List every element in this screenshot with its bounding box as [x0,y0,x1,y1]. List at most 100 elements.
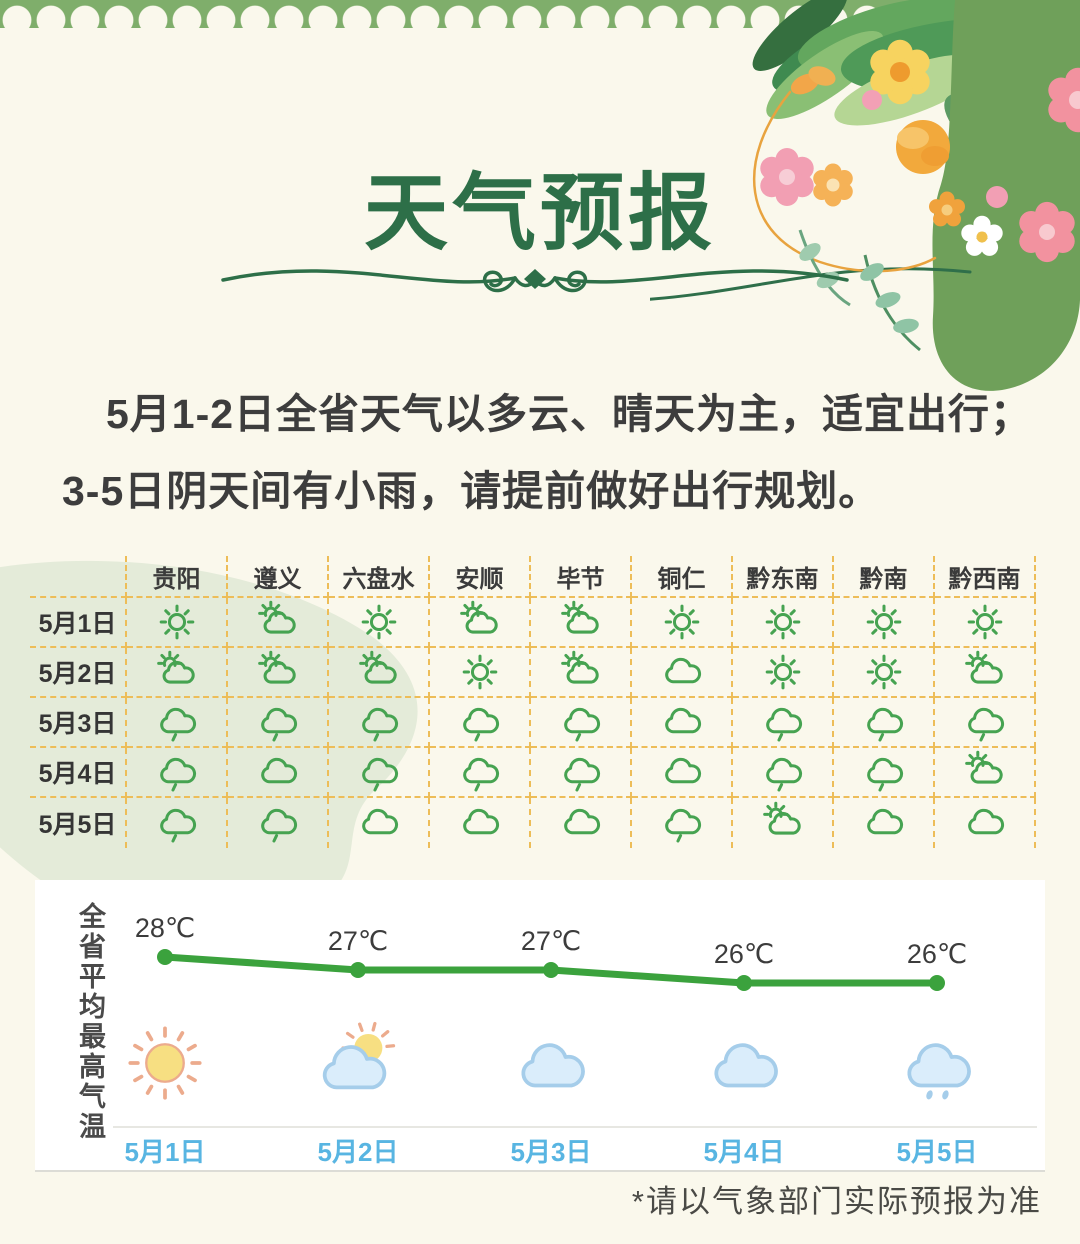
temperature-line-chart [157,949,945,991]
weather-cell-partly [935,648,1036,698]
city-header: 六盘水 [329,556,430,598]
title-flourish [221,269,849,293]
daily-weather-icon [313,1018,403,1108]
data-point [929,975,945,991]
date-row-label: 5月1日 [30,598,127,648]
weather-cell-cloudy [935,798,1036,848]
sunny-icon [462,654,497,690]
bouquet-illustration [650,0,1080,391]
data-point [157,949,173,965]
sunny-icon [664,604,699,640]
flowers [760,39,1080,263]
cloudy-icon [967,808,1004,835]
cloudy-large-icon [521,1043,585,1088]
temperature-chart-card: 全省平均最高气温 28℃ 5月1日 27℃ 5月2日 27℃ 5月3日 26℃ 5月4日 26℃… [35,880,1045,1172]
cloudy-icon [361,808,398,835]
date-row-label: 5月5日 [30,798,127,848]
city-header: 黔南 [834,556,935,598]
partly-large-icon [322,1021,396,1090]
weather-cell-sunny [935,598,1036,648]
weather-cell-rain [430,748,531,798]
rain-icon [866,757,903,792]
daily-weather-icon [892,1018,982,1108]
weather-cell-rain [127,798,228,848]
cloudy-icon [260,757,297,784]
partly-icon [964,750,1003,784]
partly-icon [964,650,1003,684]
weather-cell-cloudy [329,798,430,848]
chart-y-axis-label: 全省平均最高气温 [75,902,105,1142]
rain-icon [664,808,701,843]
data-point [350,962,366,978]
weather-cell-sunny [127,598,228,648]
weather-cell-sunny [834,598,935,648]
background-blob-decoration [0,560,418,900]
cloudy-icon [563,808,600,835]
cloudy-icon [462,808,499,835]
chart-date-label: 5月1日 [124,1137,206,1167]
data-point [543,962,559,978]
weather-cell-rain [329,698,430,748]
city-header: 毕节 [531,556,632,598]
date-row-label: 5月4日 [30,748,127,798]
partly-icon [257,600,296,634]
weather-cell-partly [531,648,632,698]
chart-date-label: 5月3日 [510,1137,592,1167]
weather-cell-rain [834,698,935,748]
chart-separator-line [113,1126,1037,1128]
rain-icon [260,707,297,742]
rain-icon [159,808,196,843]
rain-icon [462,707,499,742]
cloudy-large-icon [714,1043,778,1088]
chart-date-label: 5月2日 [317,1137,399,1167]
forecast-table: 贵阳 遵义 六盘水 安顺 毕节 铜仁 黔东南 黔南 黔西南 5月1日 5月2日 5月3日 5月4日 5月5… [30,556,1036,848]
sunny-icon [159,604,194,640]
weather-cell-rain [935,698,1036,748]
city-header: 遵义 [228,556,329,598]
rain-icon [260,808,297,843]
rain-icon [159,757,196,792]
rain-icon [159,707,196,742]
weather-cell-rain [127,748,228,798]
weather-cell-cloudy [632,698,733,748]
vine-curve [650,267,972,301]
weather-cell-cloudy [834,798,935,848]
weather-cell-rain [329,748,430,798]
weather-cell-partly [228,598,329,648]
temperature-label: 27℃ [520,926,582,956]
weather-cell-rain [228,798,329,848]
cloudy-icon [664,657,701,684]
city-header: 铜仁 [632,556,733,598]
weather-cell-rain [430,698,531,748]
rain-icon [462,757,499,792]
rain-large-icon [907,1043,971,1100]
daily-weather-icon [506,1018,596,1108]
weather-cell-rain [632,798,733,848]
intro-line-2: 3-5日阴天间有小雨，请提前做好出行规划。 [62,468,881,514]
city-header: 贵阳 [127,556,228,598]
partly-icon [459,600,498,634]
intro-line-1: 5月1-2日全省天气以多云、晴天为主，适宜出行； [106,391,1033,437]
weather-cell-cloudy [632,748,733,798]
rain-icon [361,757,398,792]
weather-cell-sunny [632,598,733,648]
partly-icon [358,650,397,684]
sunny-icon [967,604,1002,640]
weather-cell-partly [127,648,228,698]
partly-icon [762,801,801,835]
partly-icon [560,650,599,684]
partly-icon [156,650,195,684]
weather-cell-sunny [329,598,430,648]
rain-icon [563,707,600,742]
city-header: 黔西南 [935,556,1036,598]
weather-cell-sunny [834,648,935,698]
date-row-label: 5月3日 [30,698,127,748]
rain-icon [967,707,1004,742]
chart-date-label: 5月4日 [703,1137,785,1167]
temperature-label: 26℃ [906,939,968,969]
weather-cell-cloudy [531,798,632,848]
weather-cell-partly [531,598,632,648]
weather-cell-cloudy [430,798,531,848]
sunny-icon [765,604,800,640]
intro-text: 5月1-2日全省天气以多云、晴天为主，适宜出行； 3-5日阴天间有小雨，请提前做… [62,376,1040,530]
